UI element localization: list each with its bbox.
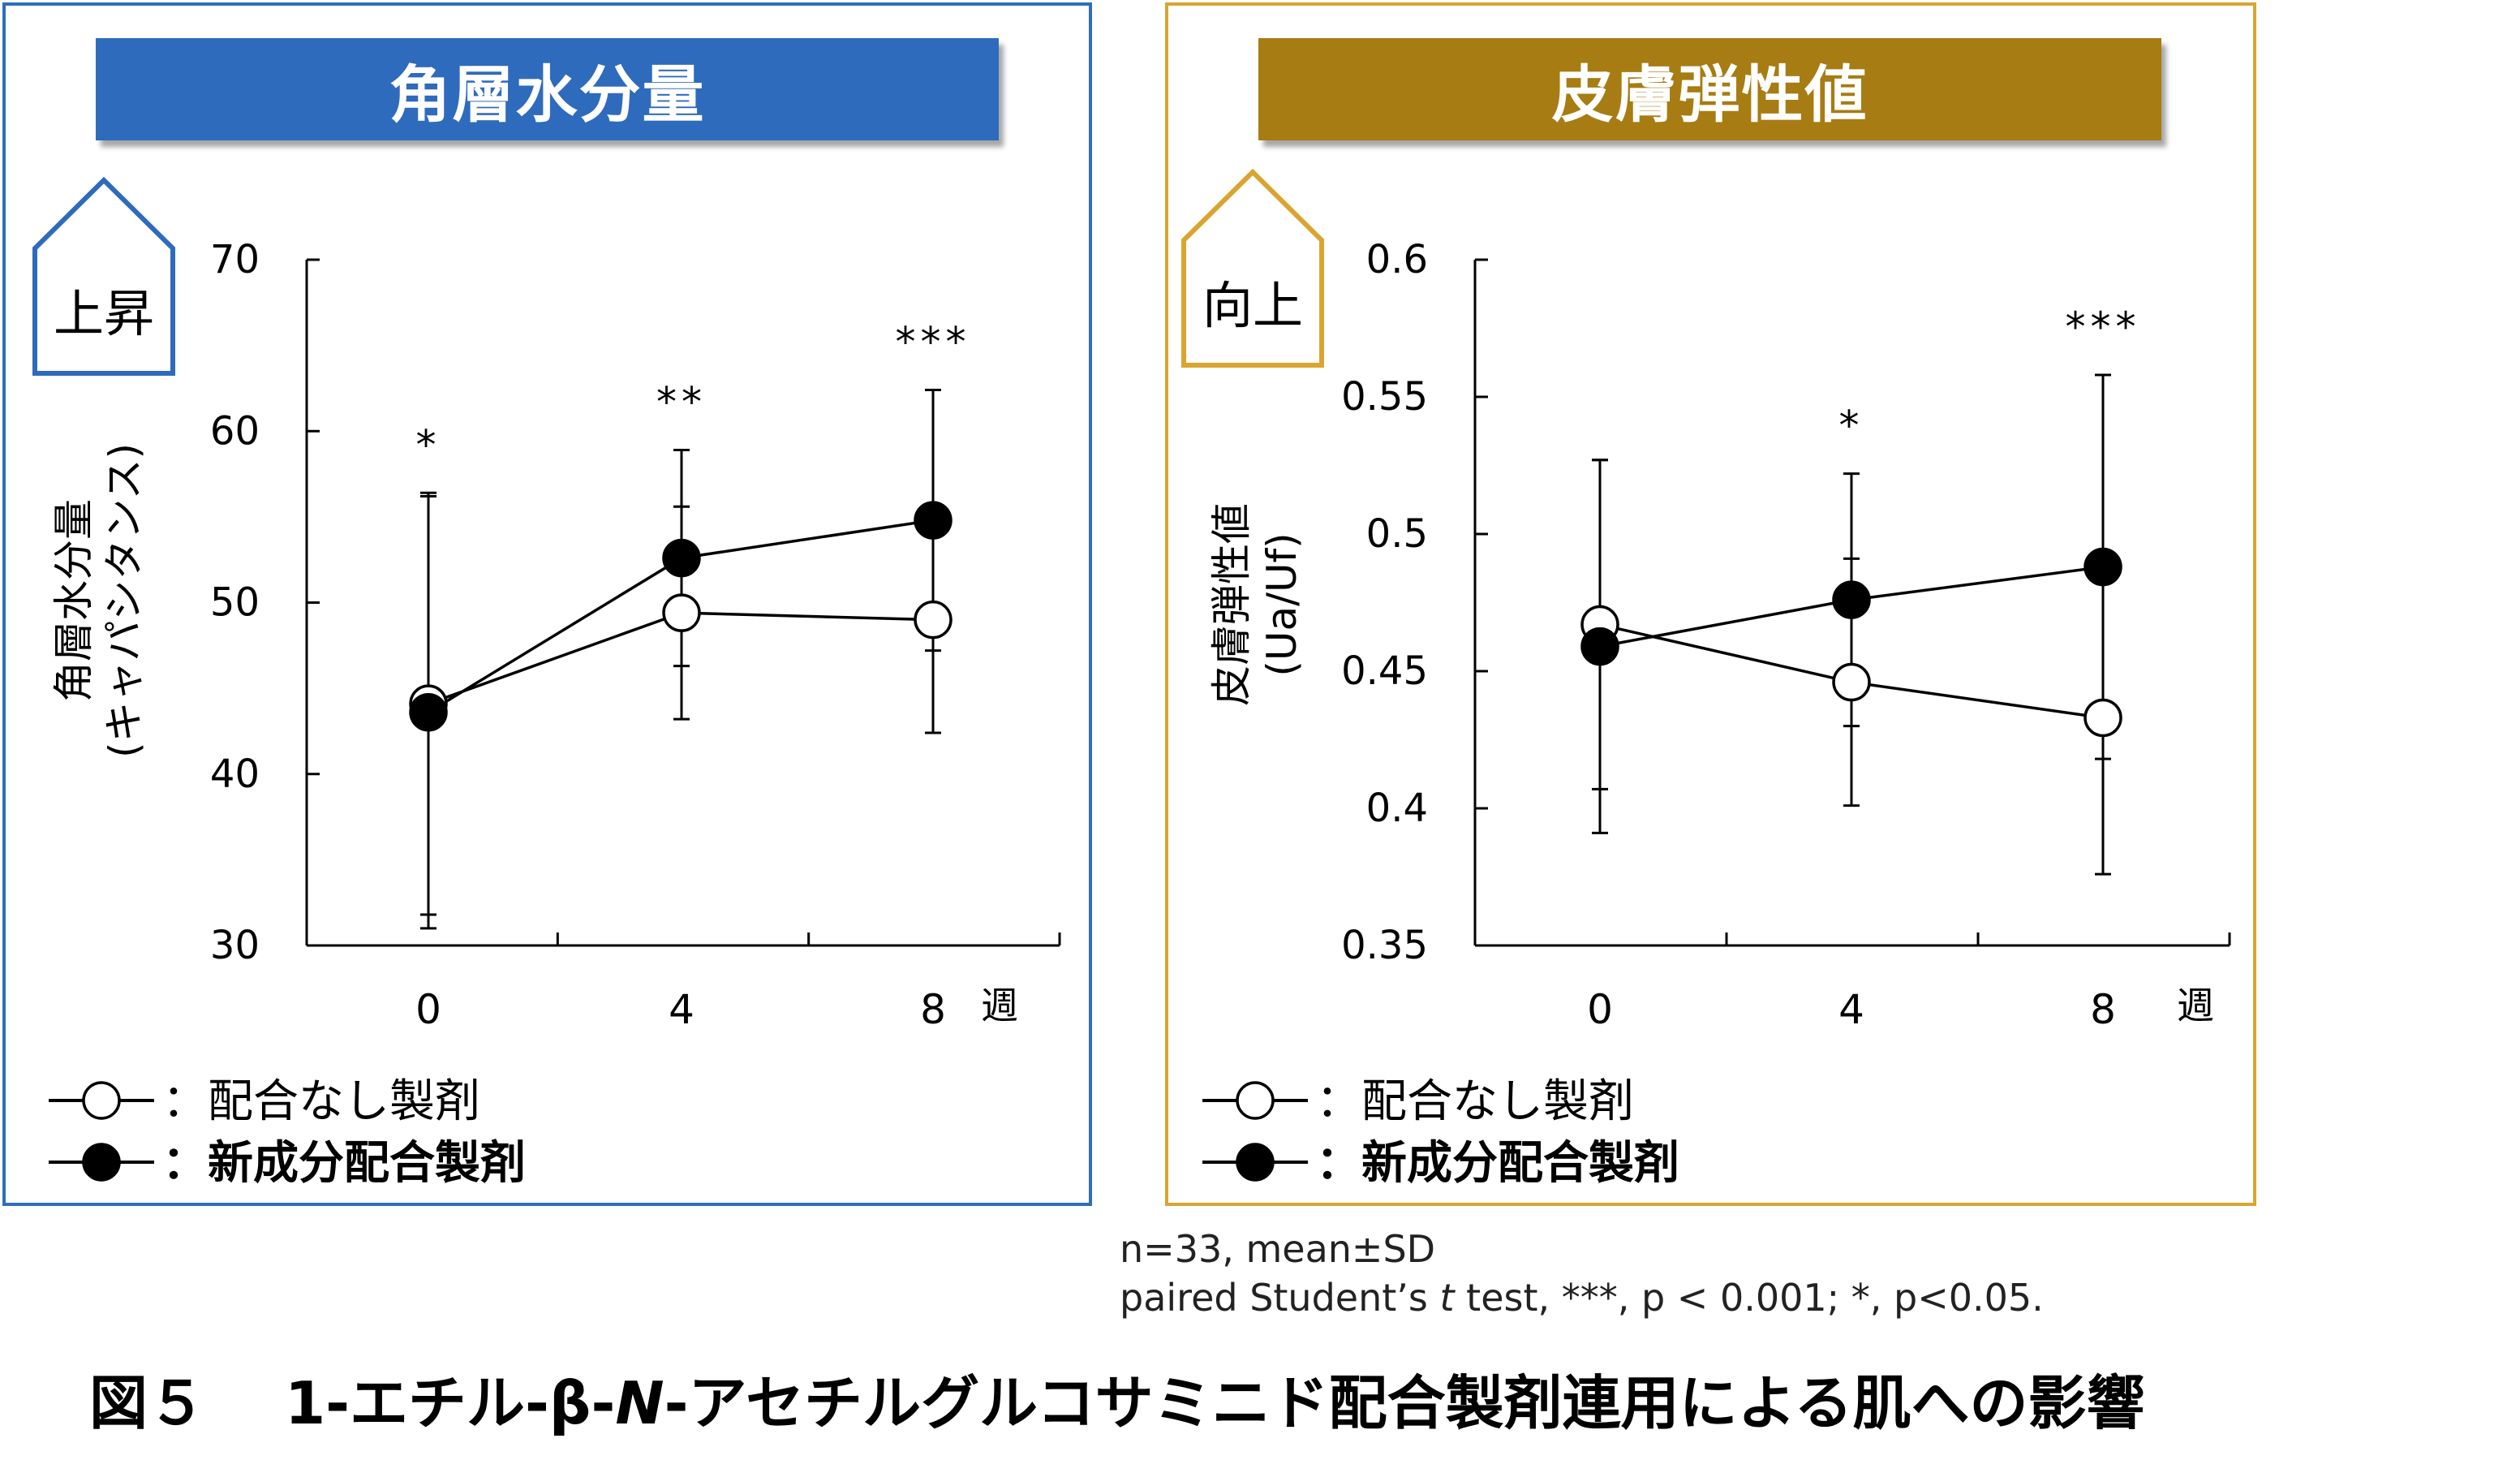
c0-legend-marker <box>82 1143 121 1182</box>
c0-y-axis-label-line2: (キャパシタンス) <box>101 443 148 758</box>
c1-x-tick-label: 4 <box>1838 986 1864 1033</box>
c1-y-tick-label: 0.45 <box>1341 648 1428 694</box>
c0-y-axis-label-line1: 角層水分量 <box>50 499 97 702</box>
c1-badge-label: 向上 <box>1202 276 1303 335</box>
c1-s0-point <box>2084 698 2122 738</box>
c0-significance-label: *** <box>896 319 971 366</box>
caption-pre: 図５ 1-エチル-β- <box>89 1369 616 1437</box>
c1-y-axis-label-line2: (Ua/Uf) <box>1258 532 1305 676</box>
c1-x-axis-unit: 週 <box>2177 984 2214 1027</box>
panel-skin-elasticity <box>1165 2 2256 1206</box>
c0-s1-point <box>914 501 953 540</box>
c1-legend-label: ：配合なし製剤 <box>1316 1075 1634 1128</box>
c1-s1-point <box>1832 580 1871 619</box>
c0-s1-point <box>409 692 448 732</box>
c1-y-tick-label: 0.4 <box>1366 786 1428 831</box>
c1-legend-marker <box>1236 1143 1275 1182</box>
c1-y-tick-label: 0.35 <box>1341 923 1428 968</box>
c0-x-tick-label: 8 <box>920 986 946 1033</box>
c1-x-tick-label: 8 <box>2090 986 2116 1033</box>
stats-note-post: test, ***, p < 0.001; *, p<0.05. <box>1454 1276 2044 1320</box>
figure-caption: 図５ 1-エチル-β-N-アセチルグルコサミニド配合製剤連用による肌への影響 <box>89 1355 2144 1441</box>
stats-note-t: t <box>1439 1276 1455 1320</box>
c0-badge-label: 上昇 <box>54 284 154 343</box>
c1-badge-shape <box>1181 168 1324 368</box>
c0-s0-point <box>914 600 953 640</box>
c0-s0-point <box>662 593 701 632</box>
c1-y-axis-label-line1: 皮膚弾性値 <box>1208 503 1255 706</box>
c0-badge-shape <box>32 176 175 376</box>
stats-note-n: n=33, mean±SD <box>1120 1227 1436 1271</box>
c1-y-tick-label: 0.5 <box>1366 511 1428 557</box>
c0-y-tick-label: 70 <box>210 237 260 282</box>
c1-y-axis-label: 皮膚弾性値(Ua/Uf) <box>1208 503 1305 706</box>
c0-y-tick-label: 40 <box>210 752 260 797</box>
c0-legend-marker <box>82 1081 121 1120</box>
c0-y-tick-label: 30 <box>210 923 260 968</box>
chart-title-elasticity: 皮膚弾性値 <box>1258 38 2161 140</box>
c1-y-tick-label: 0.55 <box>1341 374 1428 420</box>
c1-s0-point <box>1832 662 1871 702</box>
c1-legend-label: ：新成分配合製剤 <box>1316 1137 1679 1190</box>
c0-x-tick-label: 0 <box>415 986 441 1033</box>
c0-y-tick-label: 50 <box>210 580 260 626</box>
stats-note-test: paired Student’s t test, ***, p < 0.001;… <box>1120 1276 2044 1320</box>
c0-significance-label: * <box>416 421 441 468</box>
c1-s1-point <box>1580 627 1619 666</box>
c0-x-tick-label: 4 <box>669 986 695 1033</box>
c0-y-tick-label: 60 <box>210 408 260 454</box>
caption-post: -アセチルグルコサミニド配合製剤連用による肌への影響 <box>664 1369 2145 1437</box>
c0-legend-label: ：配合なし製剤 <box>162 1075 480 1128</box>
c1-y-tick-label: 0.6 <box>1366 237 1428 282</box>
c0-x-axis-unit: 週 <box>981 984 1018 1027</box>
c1-x-tick-label: 0 <box>1587 986 1613 1033</box>
panel-skin-hydration <box>2 2 1092 1206</box>
c0-s1-point <box>662 538 701 578</box>
c1-legend-marker <box>1236 1081 1275 1120</box>
c1-significance-label: * <box>1839 403 1864 450</box>
c1-significance-label: *** <box>2066 304 2141 351</box>
caption-italic: N <box>615 1369 664 1437</box>
c1-s1-point <box>2084 547 2122 587</box>
c0-y-axis-label: 角層水分量(キャパシタンス) <box>50 443 148 758</box>
c0-legend-label: ：新成分配合製剤 <box>162 1137 526 1190</box>
stats-note-pre: paired Student’s <box>1120 1276 1440 1320</box>
chart-title-hydration: 角層水分量 <box>96 38 999 140</box>
c0-significance-label: ** <box>656 378 707 425</box>
